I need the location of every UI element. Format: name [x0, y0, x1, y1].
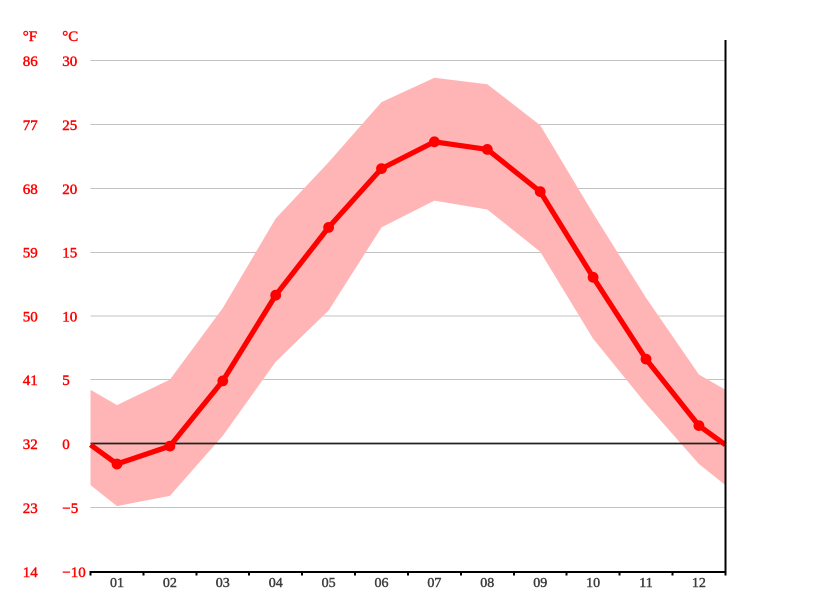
- svg-text:08: 08: [480, 576, 494, 591]
- svg-text:10: 10: [62, 310, 77, 326]
- svg-text:06: 06: [375, 576, 389, 591]
- svg-text:09: 09: [533, 576, 547, 591]
- svg-text:25: 25: [62, 118, 77, 134]
- svg-text:50: 50: [23, 310, 38, 326]
- svg-text:°F: °F: [23, 29, 37, 45]
- svg-text:°C: °C: [62, 29, 78, 45]
- svg-text:11: 11: [639, 576, 652, 591]
- svg-text:05: 05: [322, 576, 336, 591]
- svg-text:02: 02: [163, 576, 177, 591]
- svg-text:32: 32: [23, 437, 38, 453]
- svg-text:−10: −10: [62, 565, 85, 581]
- svg-text:0: 0: [62, 437, 70, 453]
- svg-text:20: 20: [62, 182, 77, 198]
- svg-text:01: 01: [110, 576, 124, 591]
- svg-text:03: 03: [216, 576, 230, 591]
- svg-text:15: 15: [62, 246, 77, 262]
- svg-text:41: 41: [23, 373, 38, 389]
- svg-text:59: 59: [23, 246, 38, 262]
- svg-text:07: 07: [427, 576, 441, 591]
- svg-text:86: 86: [23, 54, 39, 70]
- svg-text:10: 10: [586, 576, 600, 591]
- svg-text:−5: −5: [62, 501, 78, 517]
- svg-text:5: 5: [62, 373, 70, 389]
- svg-text:12: 12: [692, 576, 706, 591]
- svg-text:14: 14: [23, 565, 39, 581]
- svg-text:77: 77: [23, 118, 39, 134]
- svg-text:68: 68: [23, 182, 38, 198]
- svg-text:04: 04: [269, 576, 283, 591]
- svg-text:23: 23: [23, 501, 38, 517]
- svg-text:30: 30: [62, 54, 77, 70]
